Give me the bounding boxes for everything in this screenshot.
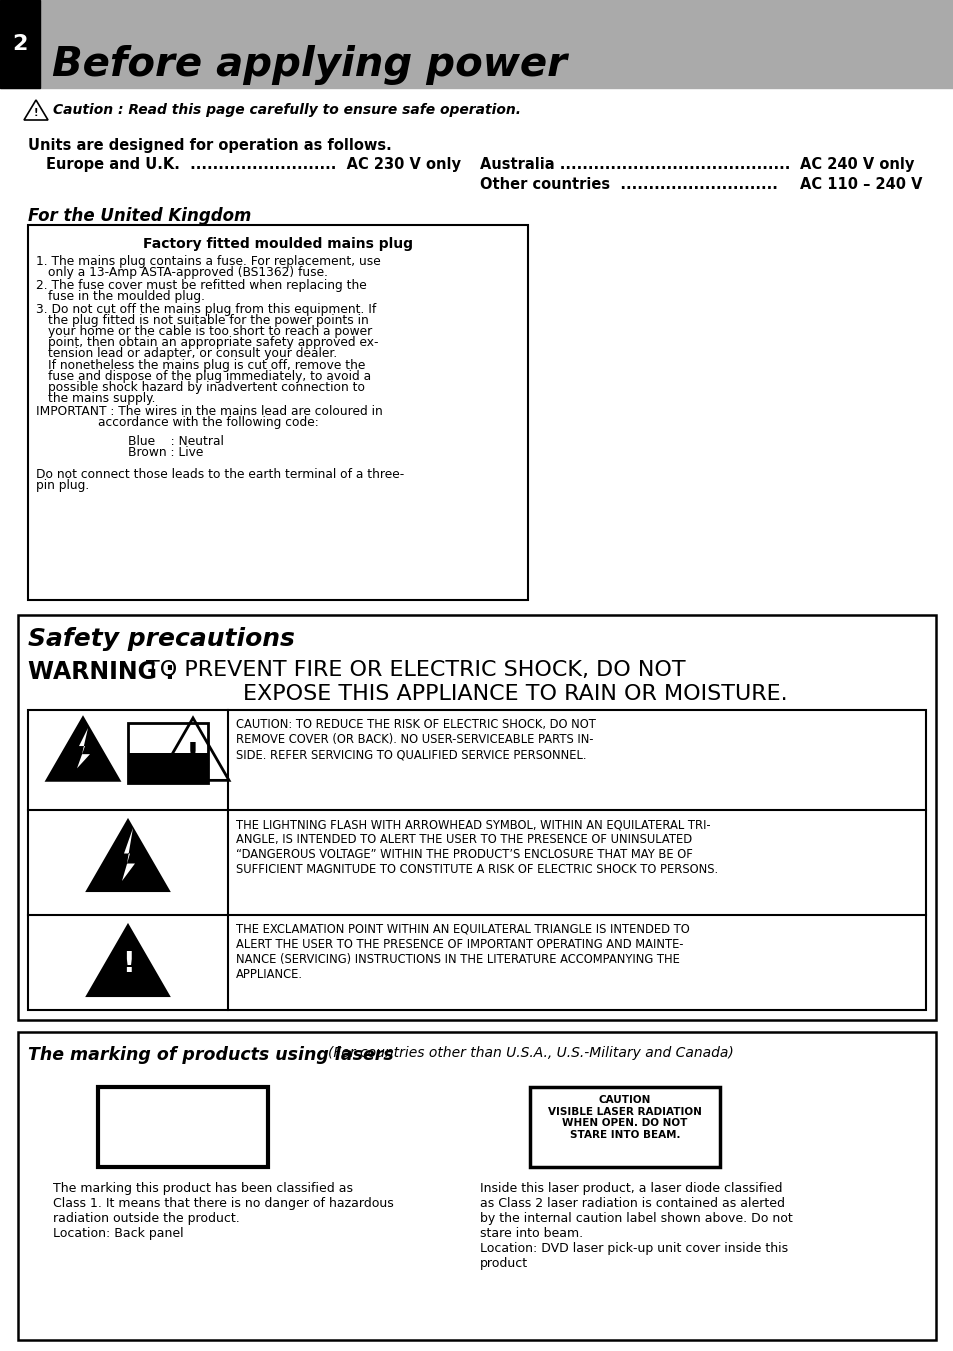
Text: Brown : Live: Brown : Live: [128, 446, 203, 459]
Bar: [128, 753, 208, 784]
Bar: [98, 1088, 268, 1167]
Text: For the United Kingdom: For the United Kingdom: [28, 207, 251, 226]
Text: 1. The mains plug contains a fuse. For replacement, use: 1. The mains plug contains a fuse. For r…: [36, 255, 380, 267]
Text: THE EXCLAMATION POINT WITHIN AN EQUILATERAL TRIANGLE IS INTENDED TO
ALERT THE US: THE EXCLAMATION POINT WITHIN AN EQUILATE…: [235, 923, 689, 981]
Text: EXPOSE THIS APPLIANCE TO RAIN OR MOISTURE.: EXPOSE THIS APPLIANCE TO RAIN OR MOISTUR…: [243, 684, 787, 704]
Text: CAUTION
VISIBLE LASER RADIATION
WHEN OPEN. DO NOT
STARE INTO BEAM.: CAUTION VISIBLE LASER RADIATION WHEN OPE…: [547, 1096, 701, 1140]
Text: The marking of products using lasers: The marking of products using lasers: [28, 1046, 394, 1065]
Text: accordance with the following code:: accordance with the following code:: [98, 416, 318, 430]
Polygon shape: [87, 925, 169, 996]
Text: Australia .........................................: Australia ..............................…: [479, 157, 789, 172]
Text: 3. Do not cut off the mains plug from this equipment. If: 3. Do not cut off the mains plug from th…: [36, 303, 375, 316]
Polygon shape: [87, 820, 169, 892]
Text: If nonetheless the mains plug is cut off, remove the: If nonetheless the mains plug is cut off…: [48, 359, 365, 372]
Text: tension lead or adapter, or consult your dealer.: tension lead or adapter, or consult your…: [48, 347, 337, 359]
Text: Before applying power: Before applying power: [52, 45, 566, 85]
Text: AC 240 V only: AC 240 V only: [800, 157, 913, 172]
Text: the plug fitted is not suitable for the power points in: the plug fitted is not suitable for the …: [48, 313, 369, 327]
Text: only a 13-Amp ASTA-approved (BS1362) fuse.: only a 13-Amp ASTA-approved (BS1362) fus…: [48, 266, 328, 280]
Polygon shape: [122, 828, 135, 881]
Text: AC 110 – 240 V: AC 110 – 240 V: [800, 177, 922, 192]
Text: 2: 2: [12, 34, 28, 54]
Text: 2. The fuse cover must be refitted when replacing the: 2. The fuse cover must be refitted when …: [36, 280, 366, 292]
Text: point, then obtain an appropriate safety approved ex-: point, then obtain an appropriate safety…: [48, 336, 378, 349]
Text: The marking this product has been classified as
Class 1. It means that there is : The marking this product has been classi…: [53, 1182, 394, 1240]
Text: WARNING :: WARNING :: [28, 661, 174, 684]
Text: fuse and dispose of the plug immediately, to avoid a: fuse and dispose of the plug immediately…: [48, 370, 371, 382]
Text: !: !: [122, 950, 134, 978]
Text: pin plug.: pin plug.: [36, 480, 90, 492]
Bar: [0, 0, 953, 88]
Bar: [530, 1088, 720, 1167]
Text: Units are designed for operation as follows.: Units are designed for operation as foll…: [28, 138, 392, 153]
Text: Other countries  ............................: Other countries ........................…: [479, 177, 777, 192]
Text: Caution : Read this page carefully to ensure safe operation.: Caution : Read this page carefully to en…: [53, 103, 520, 118]
Polygon shape: [77, 728, 90, 769]
Bar: [18, 1032, 935, 1340]
Text: Factory fitted moulded mains plug: Factory fitted moulded mains plug: [143, 236, 413, 251]
Bar: [0, 0, 40, 88]
Text: TO PREVENT FIRE OR ELECTRIC SHOCK, DO NOT: TO PREVENT FIRE OR ELECTRIC SHOCK, DO NO…: [146, 661, 685, 680]
Text: Blue    : Neutral: Blue : Neutral: [128, 435, 224, 449]
Text: Europe and U.K.  ..........................  AC 230 V only: Europe and U.K. ........................…: [46, 157, 460, 172]
Bar: [128, 723, 208, 784]
Text: fuse in the moulded plug.: fuse in the moulded plug.: [48, 290, 205, 303]
Bar: [28, 226, 527, 600]
Text: possible shock hazard by inadvertent connection to: possible shock hazard by inadvertent con…: [48, 381, 365, 394]
Text: THE LIGHTNING FLASH WITH ARROWHEAD SYMBOL, WITHIN AN EQUILATERAL TRI-
ANGLE, IS : THE LIGHTNING FLASH WITH ARROWHEAD SYMBO…: [235, 817, 718, 875]
Text: the mains supply.: the mains supply.: [48, 392, 155, 405]
Text: CAUTION: TO REDUCE THE RISK OF ELECTRIC SHOCK, DO NOT
REMOVE COVER (OR BACK). NO: CAUTION: TO REDUCE THE RISK OF ELECTRIC …: [235, 717, 596, 761]
Text: (For countries other than U.S.A., U.S.-Military and Canada): (For countries other than U.S.A., U.S.-M…: [328, 1046, 733, 1061]
Text: Inside this laser product, a laser diode classified
as Class 2 laser radiation i: Inside this laser product, a laser diode…: [479, 1182, 792, 1270]
Text: Do not connect those leads to the earth terminal of a three-: Do not connect those leads to the earth …: [36, 467, 404, 481]
Text: Safety precautions: Safety precautions: [28, 627, 294, 651]
Text: your home or the cable is too short to reach a power: your home or the cable is too short to r…: [48, 326, 372, 338]
Bar: [28, 711, 925, 1011]
Polygon shape: [47, 717, 119, 781]
Text: !: !: [33, 108, 38, 118]
Text: IMPORTANT : The wires in the mains lead are coloured in: IMPORTANT : The wires in the mains lead …: [36, 405, 382, 417]
Bar: [18, 615, 935, 1020]
Text: !: !: [186, 740, 200, 770]
